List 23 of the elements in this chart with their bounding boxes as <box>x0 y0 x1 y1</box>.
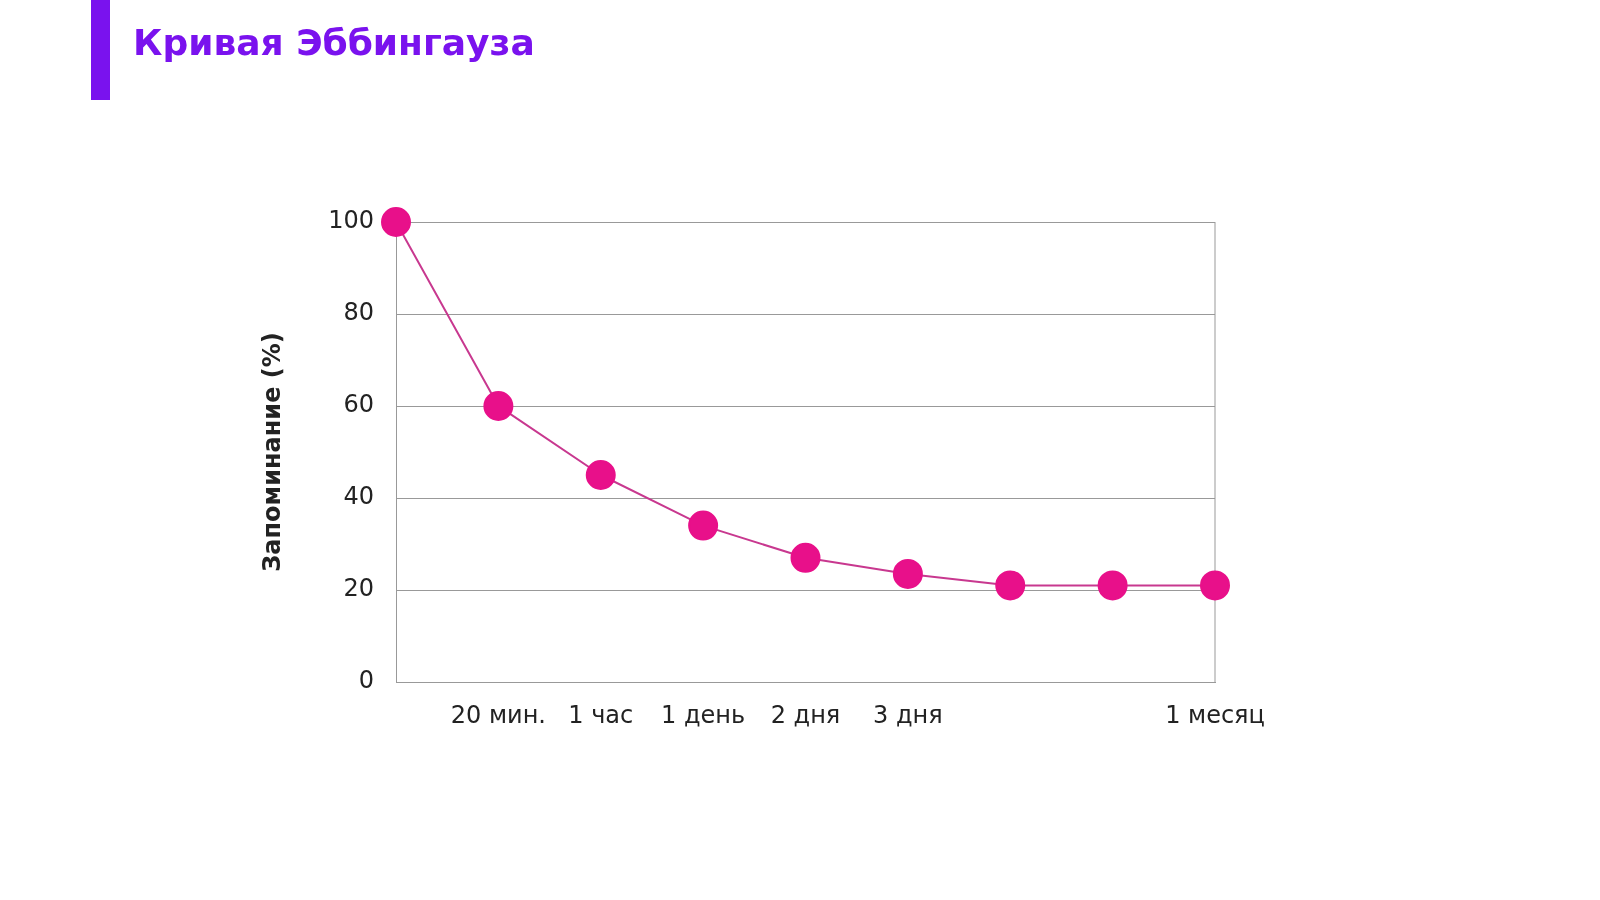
point <box>1097 570 1128 601</box>
chart-title: Кривая Эббингауза <box>133 22 535 63</box>
x-tick-label: 3 дня <box>873 700 943 729</box>
y-tick-label: 20 <box>343 574 374 603</box>
point <box>483 391 514 421</box>
point <box>995 570 1026 601</box>
point <box>688 510 719 541</box>
x-tick-label: 1 час <box>568 700 634 729</box>
point <box>1200 570 1230 601</box>
y-tick-label: 100 <box>328 206 374 235</box>
x-tick-label: 1 месяц <box>1165 700 1265 729</box>
point <box>892 558 923 589</box>
point <box>381 207 411 237</box>
point <box>790 542 821 573</box>
x-tick-label: 20 мин. <box>450 700 546 729</box>
point <box>585 460 616 490</box>
y-tick-label: 60 <box>343 390 374 419</box>
x-tick-label: 2 дня <box>770 700 841 729</box>
x-tick-label: 1 день <box>661 700 746 729</box>
y-tick-label: 80 <box>343 298 374 327</box>
y-axis-title: Запоминание (%) <box>257 332 286 572</box>
y-tick-label: 40 <box>343 482 374 511</box>
y-tick-label: 0 <box>358 666 374 695</box>
